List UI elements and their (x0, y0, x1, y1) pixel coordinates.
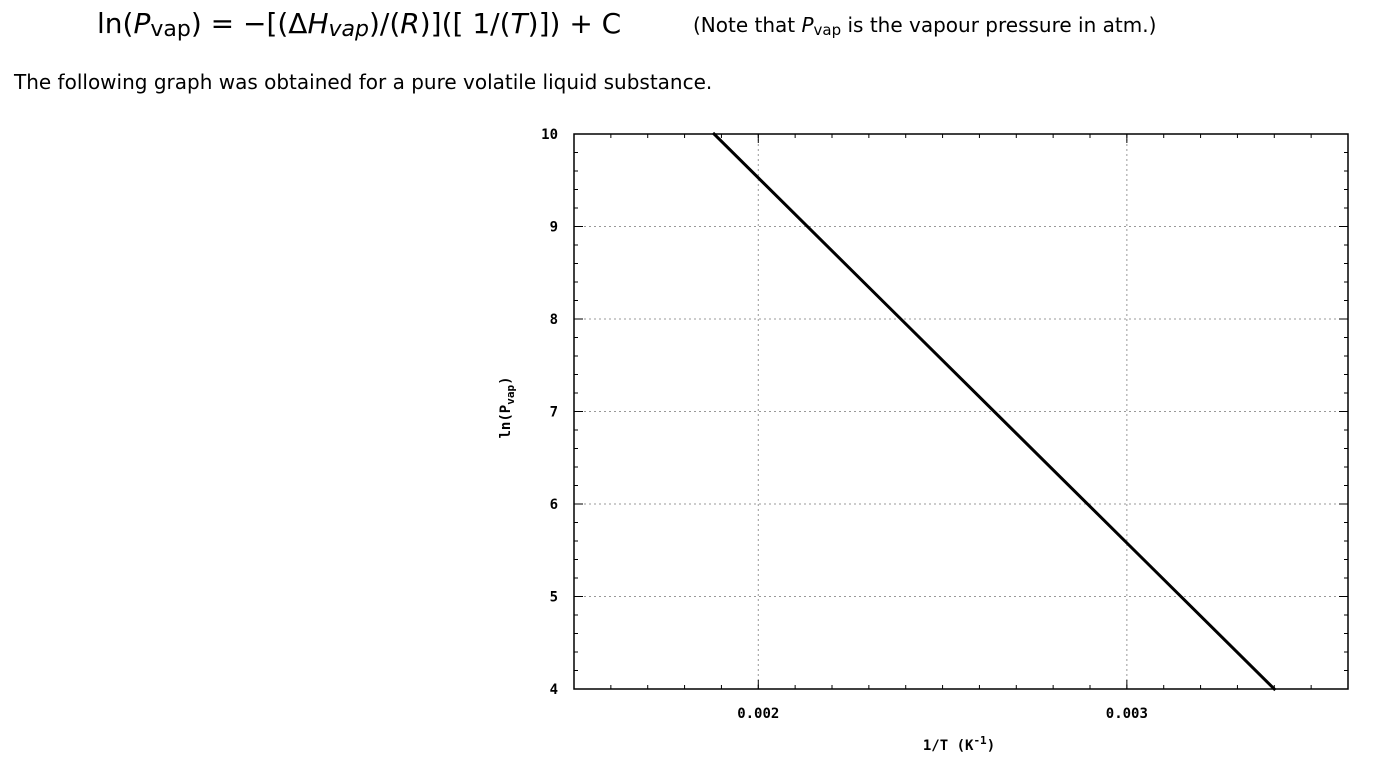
y-tick-label: 6 (550, 497, 558, 513)
note-vap-sub: vap (813, 21, 842, 39)
equation-vap-sub: vap (150, 17, 191, 42)
note-p: P (801, 13, 814, 37)
equation-h-vap-sub: vap (328, 17, 369, 42)
equation-after-r: )]([ 1/( (419, 7, 511, 40)
x-tick-label: 0.002 (737, 706, 779, 722)
equation-ln: ln( (97, 7, 134, 40)
equation-middle: ) = −[(Δ (190, 7, 308, 40)
equation-p: P (133, 7, 151, 40)
vapour-pressure-chart: 4 5 6 7 8 9 10 0.002 0.003 1/T (K-1) ln(Pvap) (498, 127, 1349, 754)
y-tick-label: 4 (550, 682, 558, 698)
equation-r: R (400, 7, 420, 40)
y-axis-label: ln(Pvap) (498, 376, 517, 438)
equation-h: H (307, 7, 329, 40)
equation-tail: )]) + C (527, 7, 622, 40)
equation-after-h: )/( (369, 7, 401, 40)
equation: ln(Pvap) = −[(ΔHvap)/(R)]([ 1/(T)]) + C (97, 4, 621, 47)
note-suffix: is the vapour pressure in atm.) (841, 13, 1157, 37)
equation-t: T (510, 7, 528, 40)
y-tick-label: 7 (550, 405, 558, 421)
vapour-pressure-note: (Note that Pvap is the vapour pressure i… (693, 11, 1156, 41)
intro-text: The following graph was obtained for a p… (14, 70, 713, 94)
series-line (711, 131, 1277, 692)
x-tick-label: 0.003 (1106, 706, 1148, 722)
y-tick-label: 10 (541, 127, 558, 143)
y-tick-label: 9 (550, 220, 558, 236)
y-tick-label: 8 (550, 312, 558, 328)
y-tick-label: 5 (550, 590, 558, 606)
plot-frame (573, 133, 1349, 690)
x-axis-label: 1/T (K-1) (923, 734, 995, 754)
note-prefix: (Note that (693, 13, 802, 37)
